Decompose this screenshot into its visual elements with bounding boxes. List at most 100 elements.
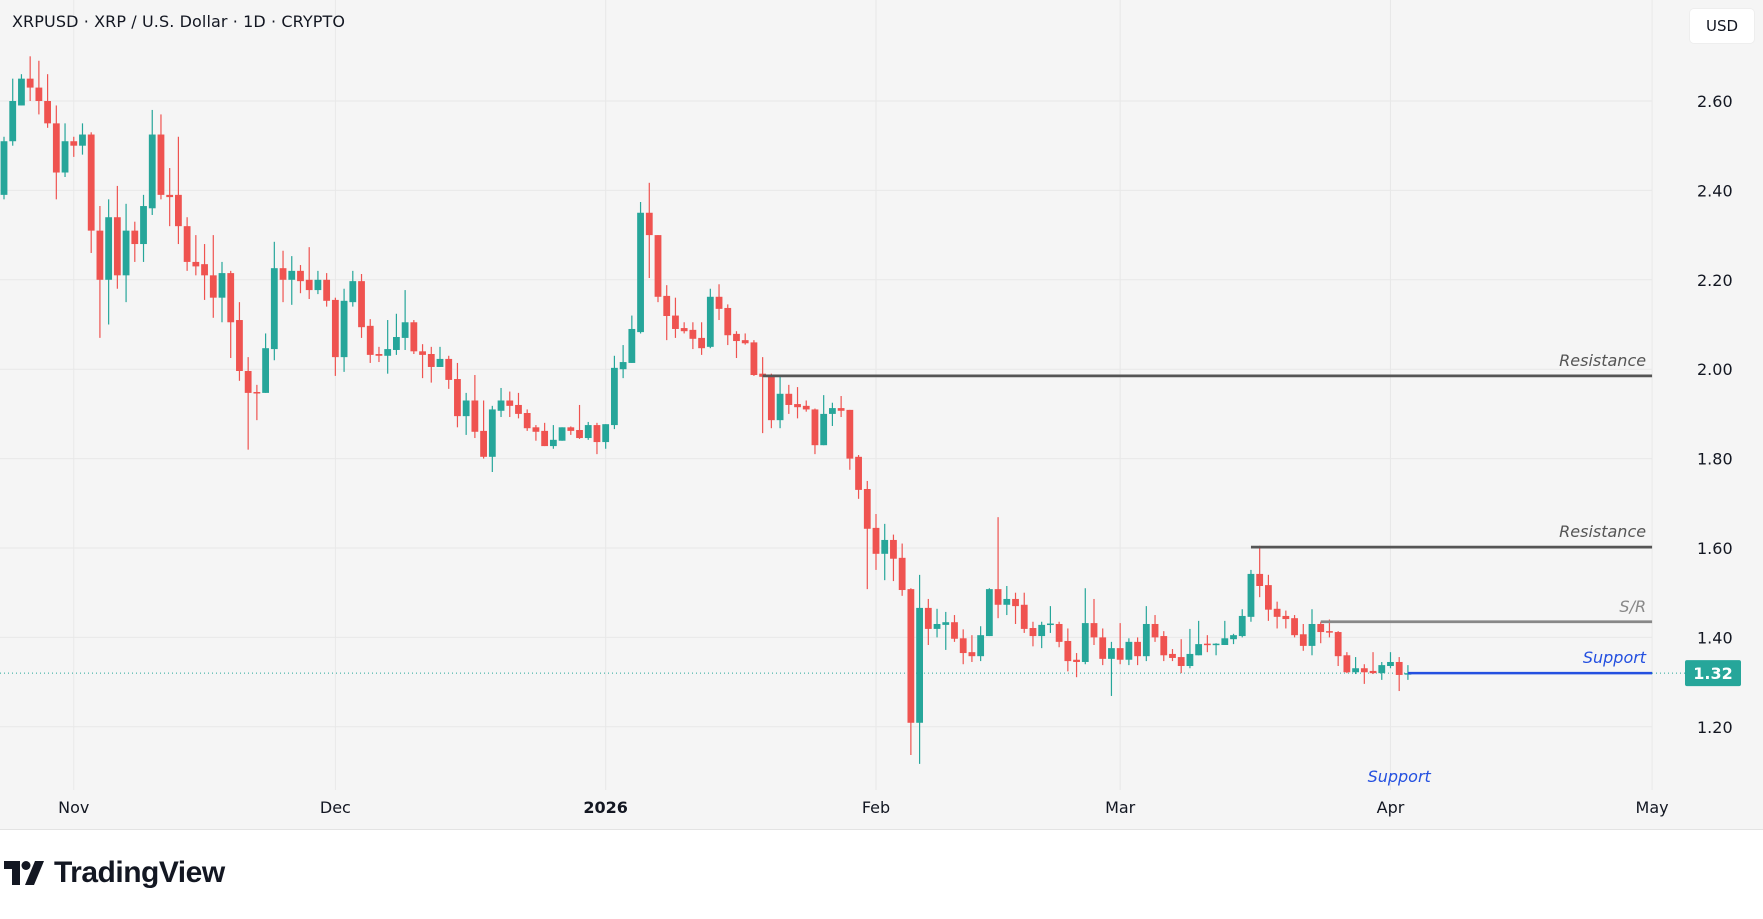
brand-name: TradingView: [54, 856, 225, 889]
candle: [951, 615, 958, 642]
candle: [916, 574, 923, 764]
candle: [523, 409, 531, 431]
candle: [175, 136, 182, 245]
candle-body-down: [532, 427, 540, 432]
candle-body-down: [654, 235, 662, 297]
candle: [279, 250, 287, 303]
candle: [323, 273, 331, 307]
candle: [52, 105, 60, 200]
candle: [672, 297, 679, 338]
candle: [44, 74, 51, 128]
chart-pane[interactable]: 1.20 1.40 1.60 1.80 2.00 2.20 2.40 2.60 Nov Dec 20…: [0, 0, 1763, 830]
candle: [1308, 609, 1316, 656]
tradingview-logo[interactable]: TradingView: [4, 856, 225, 890]
candle-body-down: [1073, 659, 1080, 662]
candle: [1221, 620, 1229, 645]
candle-body-down: [410, 322, 418, 352]
candle-body-down: [96, 230, 104, 280]
candle: [70, 136, 78, 157]
candle: [1291, 615, 1298, 638]
candle-body-down: [715, 296, 723, 309]
candle-body-down: [1020, 604, 1028, 629]
candle: [680, 322, 688, 334]
last-price-value: 1.32: [1693, 664, 1732, 683]
candle-body-down: [1299, 634, 1307, 646]
candle: [349, 270, 357, 307]
candle-body-down: [1012, 598, 1019, 607]
candle: [1169, 649, 1176, 662]
candle: [1186, 628, 1194, 669]
candle-body-down: [951, 622, 958, 639]
candle-body-down: [201, 264, 208, 276]
candle-body-down: [305, 279, 313, 291]
candle-body-up: [584, 425, 592, 439]
candle: [628, 315, 636, 363]
candle: [1099, 628, 1107, 666]
candle-body-down: [244, 370, 252, 393]
candle: [776, 375, 784, 429]
candle-body-up: [393, 337, 400, 350]
candle: [619, 345, 627, 379]
candle-body-down: [907, 589, 915, 723]
y-tick-label: 1.40: [1697, 628, 1733, 647]
candle-body-down: [1134, 641, 1141, 657]
candle: [1177, 639, 1185, 674]
candle: [122, 203, 130, 303]
candle: [436, 346, 444, 367]
candle-body-up: [820, 413, 828, 446]
candle: [593, 422, 601, 455]
candle: [209, 235, 217, 318]
candle-body-down: [454, 379, 461, 417]
candle-body-down: [375, 354, 383, 356]
candle: [541, 422, 549, 447]
candle-body-down: [898, 557, 906, 591]
candle: [401, 290, 409, 350]
candle: [1125, 638, 1133, 666]
candle-body-up: [985, 589, 993, 637]
candle-body-down: [52, 123, 60, 173]
candle-body-up: [105, 217, 113, 280]
candle: [767, 373, 775, 429]
candle-body-down: [1055, 623, 1063, 642]
candle-body-down: [70, 141, 78, 146]
last-price-badge: [1685, 660, 1741, 687]
candle: [968, 635, 976, 662]
candle-body-down: [924, 607, 932, 629]
candle: [1282, 610, 1290, 629]
candle-body-up: [637, 212, 644, 333]
candle: [61, 123, 69, 177]
candle: [9, 78, 17, 146]
candlestick-chart[interactable]: 1.20 1.40 1.60 1.80 2.00 2.20 2.40 2.60 Nov Dec 20…: [0, 0, 1763, 829]
support-annotation: Support: [1368, 767, 1432, 786]
candle-body-up: [1352, 668, 1359, 673]
currency-button[interactable]: USD: [1690, 9, 1754, 43]
candle: [1195, 620, 1203, 656]
candle-body-down: [331, 299, 339, 358]
candle-body-down: [767, 375, 775, 421]
candle-body-down: [192, 261, 200, 267]
candle: [654, 235, 662, 303]
candle: [1064, 628, 1072, 672]
candle: [314, 270, 322, 295]
candle: [1265, 574, 1272, 621]
candle-body-down: [323, 279, 331, 301]
candle-body-down: [959, 638, 967, 654]
candle: [454, 362, 461, 428]
candle-body-up: [340, 300, 348, 358]
candle: [1352, 657, 1359, 675]
candle: [977, 626, 985, 662]
candle: [18, 74, 25, 106]
candle: [846, 409, 854, 470]
candle-body-up: [829, 408, 836, 414]
candle-body-up: [488, 409, 496, 457]
candle: [1378, 661, 1386, 680]
candle-body-up: [1047, 623, 1054, 626]
candle: [689, 322, 697, 350]
candle-body-down: [794, 404, 801, 408]
candle-body-down: [1256, 573, 1264, 586]
candle-body-down: [523, 413, 531, 429]
candle-body-down: [1343, 655, 1351, 673]
candle: [35, 60, 43, 115]
candle-body-up: [977, 635, 985, 657]
candle: [1369, 652, 1377, 675]
